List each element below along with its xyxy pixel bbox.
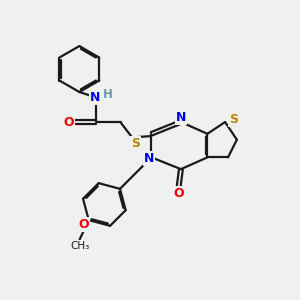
Text: O: O xyxy=(78,218,89,231)
Text: S: S xyxy=(229,113,238,126)
Text: N: N xyxy=(176,111,186,124)
Text: H: H xyxy=(103,88,113,101)
Text: N: N xyxy=(144,152,154,165)
Text: O: O xyxy=(173,188,184,200)
Text: O: O xyxy=(63,116,74,129)
Text: CH₃: CH₃ xyxy=(70,241,89,251)
Text: S: S xyxy=(131,137,140,150)
Text: N: N xyxy=(90,91,101,104)
